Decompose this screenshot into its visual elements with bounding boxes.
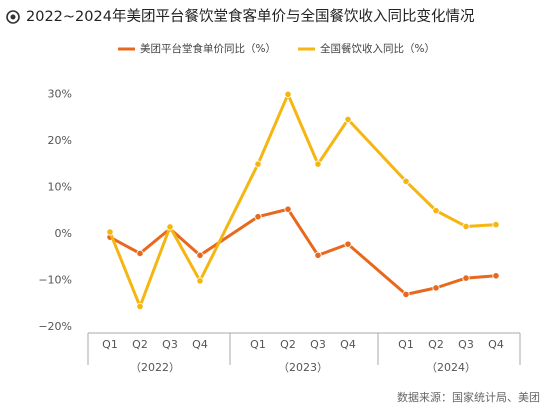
point: [284, 205, 292, 213]
x-tick-label: Q2: [280, 338, 296, 351]
x-tick-label: Q1: [250, 338, 266, 351]
point: [254, 160, 262, 168]
point: [196, 251, 204, 259]
y-tick-label: 0%: [55, 227, 72, 240]
point: [284, 90, 292, 98]
x-tick-label: Q1: [102, 338, 118, 351]
point: [402, 290, 410, 298]
series-line: [109, 207, 497, 296]
point: [166, 223, 174, 231]
y-tick-label: 10%: [48, 180, 72, 193]
point: [432, 207, 440, 215]
group-label: （2024）: [426, 361, 476, 374]
title-icon-dot: [10, 14, 16, 20]
x-tick-label: Q2: [132, 338, 148, 351]
point: [492, 272, 500, 280]
x-tick-label: Q3: [458, 338, 474, 351]
y-tick-label: −20%: [38, 320, 72, 333]
x-tick-label: Q4: [488, 338, 504, 351]
point: [136, 249, 144, 258]
source: 数据来源：国家统计局、美团: [397, 390, 540, 404]
legend-label: 全国餐饮收入同比（%）: [320, 42, 435, 55]
x-tick-label: Q4: [340, 338, 356, 351]
y-tick-label: 20%: [48, 134, 72, 147]
point: [196, 277, 204, 285]
point: [314, 160, 322, 168]
legend-label: 美团平台堂食单价同比（%）: [140, 42, 276, 55]
point: [344, 115, 352, 124]
x-tick-label: Q3: [162, 338, 178, 351]
point: [344, 240, 352, 248]
y-tick-label: 30%: [48, 87, 72, 100]
x-tick-label: Q4: [192, 338, 208, 351]
point: [106, 228, 114, 236]
group-label: （2023）: [278, 361, 328, 374]
y-tick-label: −10%: [38, 273, 72, 286]
point: [136, 302, 144, 311]
point: [402, 177, 410, 185]
point: [462, 222, 470, 231]
x-tick-label: Q1: [398, 338, 414, 351]
group-label: （2022）: [130, 361, 180, 374]
chart-title: 2022~2024年美团平台餐饮堂食客单价与全国餐饮收入同比变化情况: [26, 7, 475, 25]
point: [254, 213, 262, 221]
title-icon: [6, 10, 20, 24]
point: [314, 251, 322, 259]
x-tick-label: Q3: [310, 338, 326, 351]
point: [462, 274, 470, 282]
series-line: [108, 92, 497, 308]
point: [432, 284, 440, 292]
x-tick-label: Q2: [428, 338, 444, 351]
point: [492, 220, 500, 229]
